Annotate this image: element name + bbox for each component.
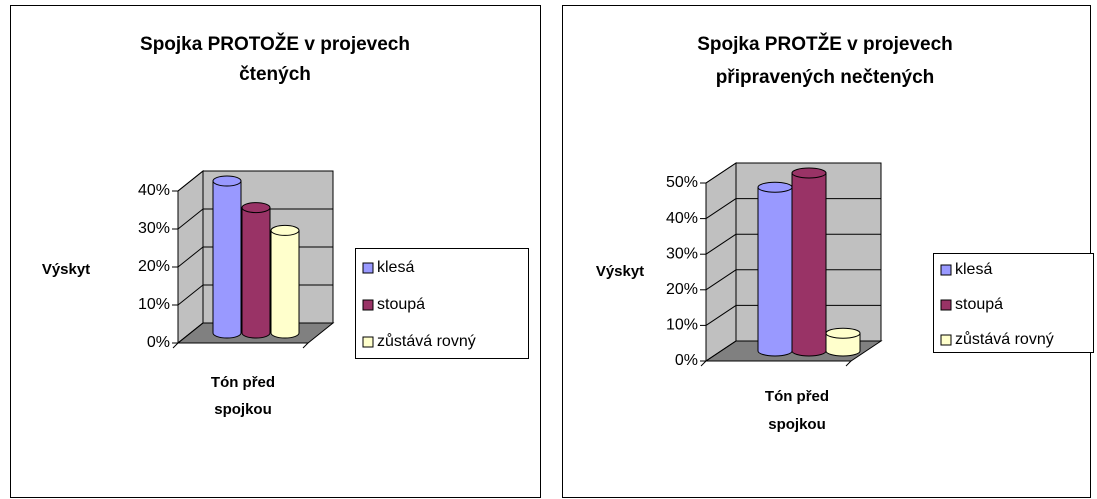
floor-tick [302, 342, 309, 349]
bar [241, 207, 271, 339]
bar-top [757, 181, 793, 193]
y-tick-label: 20% [666, 281, 698, 298]
y-tick-label: 20% [138, 258, 170, 275]
grid-line [705, 198, 737, 220]
grid-line [705, 304, 737, 326]
y-tick-label: 50% [666, 174, 698, 191]
bar-top [212, 175, 242, 187]
legend-swatch [362, 336, 374, 348]
bar [757, 186, 793, 357]
chart-title: čtených [239, 64, 311, 85]
legend-swatch [362, 299, 374, 311]
grid-line [177, 322, 204, 344]
bar-top [270, 224, 300, 236]
bar-top [825, 327, 861, 339]
floor-tick [172, 342, 179, 349]
legend-label: klesá [377, 259, 414, 276]
grid-line [177, 284, 204, 306]
chart-title: připravených nečtených [716, 67, 935, 88]
legend-label: zůstává rovný [955, 330, 1054, 348]
side-wall [705, 162, 737, 362]
bar [270, 229, 300, 339]
legend-label: stoupá [955, 296, 1003, 313]
floor-tick [845, 360, 852, 367]
grid-line [705, 233, 737, 255]
x-axis-label: spojkou [768, 416, 826, 433]
floor-tick [700, 360, 707, 367]
y-axis-label: Výskyt [42, 261, 90, 278]
legend-label: stoupá [377, 296, 425, 313]
y-tick-label: 10% [666, 317, 698, 334]
y-tick-label: 30% [666, 245, 698, 262]
grid-line [705, 162, 737, 184]
chart-title: Spojka PROTŽE v projevech [697, 33, 953, 55]
x-axis-label: Tón před [765, 388, 829, 405]
legend-label: zůstává rovný [377, 332, 476, 350]
legend [355, 248, 529, 359]
chart-title: Spojka PROTOŽE v projevech [140, 33, 410, 55]
bar [791, 172, 827, 357]
legend-swatch [940, 299, 952, 311]
bar-top [241, 202, 271, 214]
grid-line [177, 246, 204, 268]
legend-swatch [362, 262, 374, 274]
legend-label: klesá [955, 261, 992, 278]
y-tick-label: 0% [675, 352, 698, 369]
grid-line [705, 269, 737, 291]
y-tick-label: 30% [138, 220, 170, 237]
grid-line [177, 208, 204, 230]
legend-swatch [940, 264, 952, 276]
grid-line [177, 170, 204, 192]
legend [933, 253, 1094, 353]
bar [212, 180, 242, 339]
y-tick-label: 10% [138, 296, 170, 313]
y-tick-label: 40% [666, 210, 698, 227]
legend-swatch [940, 334, 952, 346]
bar [825, 332, 861, 357]
x-axis-label: spojkou [214, 401, 272, 418]
y-axis-label: Výskyt [596, 263, 644, 280]
grid-line [705, 340, 737, 362]
bar-top [791, 167, 827, 179]
y-tick-label: 40% [138, 182, 170, 199]
y-tick-label: 0% [147, 334, 170, 351]
x-axis-label: Tón před [211, 374, 275, 391]
